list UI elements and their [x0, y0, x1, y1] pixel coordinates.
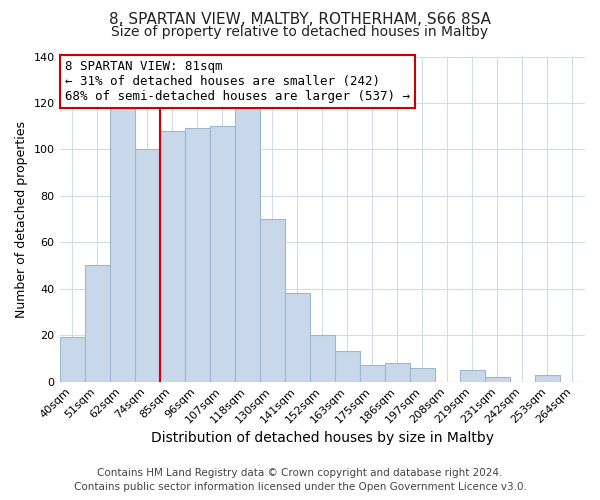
Bar: [134, 150, 160, 382]
Bar: [310, 335, 335, 382]
Bar: [110, 108, 134, 382]
Bar: [335, 352, 360, 382]
Text: Size of property relative to detached houses in Maltby: Size of property relative to detached ho…: [112, 25, 488, 39]
Bar: [209, 126, 235, 382]
Text: 8 SPARTAN VIEW: 81sqm
← 31% of detached houses are smaller (242)
68% of semi-det: 8 SPARTAN VIEW: 81sqm ← 31% of detached …: [65, 60, 410, 103]
Bar: [235, 75, 260, 382]
Bar: [360, 366, 385, 382]
Bar: [160, 131, 185, 382]
Text: Contains HM Land Registry data © Crown copyright and database right 2024.
Contai: Contains HM Land Registry data © Crown c…: [74, 468, 526, 492]
Bar: [485, 377, 510, 382]
Bar: [85, 266, 110, 382]
Bar: [385, 363, 410, 382]
Y-axis label: Number of detached properties: Number of detached properties: [15, 120, 28, 318]
Bar: [185, 128, 209, 382]
Bar: [460, 370, 485, 382]
Bar: [260, 219, 285, 382]
Bar: [285, 294, 310, 382]
Text: 8, SPARTAN VIEW, MALTBY, ROTHERHAM, S66 8SA: 8, SPARTAN VIEW, MALTBY, ROTHERHAM, S66 …: [109, 12, 491, 28]
Bar: [410, 368, 435, 382]
Bar: [535, 374, 560, 382]
Bar: [59, 338, 85, 382]
X-axis label: Distribution of detached houses by size in Maltby: Distribution of detached houses by size …: [151, 431, 494, 445]
